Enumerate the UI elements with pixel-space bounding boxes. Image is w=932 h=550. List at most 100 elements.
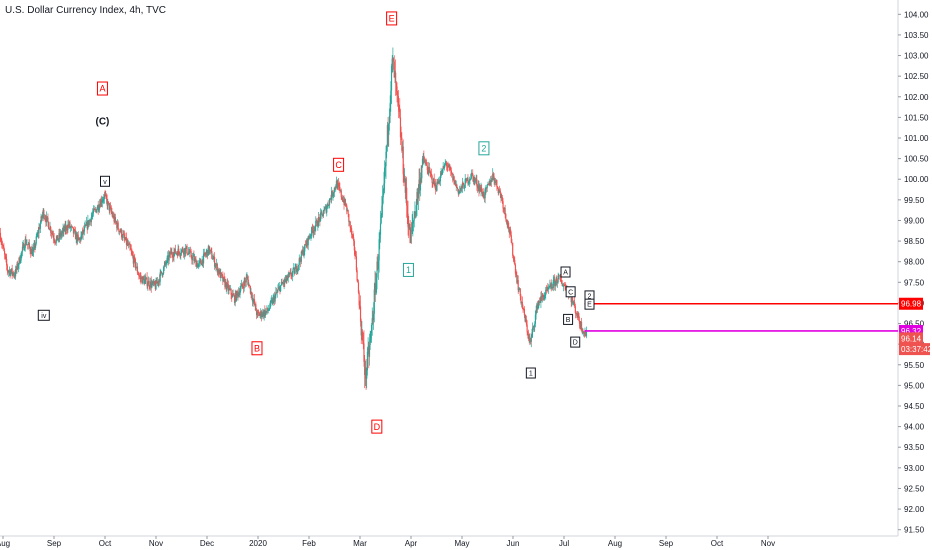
candle-body: [75, 234, 77, 240]
candle-body: [466, 177, 468, 181]
candle-body: [163, 265, 165, 268]
candle-body: [377, 260, 380, 270]
candle-body: [126, 242, 128, 245]
candle-body: [258, 313, 260, 316]
candle-body: [558, 275, 560, 277]
candle-body: [340, 190, 342, 198]
candle-body: [172, 257, 174, 258]
candle-body: [353, 240, 355, 251]
candle-body: [154, 281, 156, 285]
candle-body: [70, 227, 72, 228]
candle-body: [552, 287, 554, 289]
candle-body: [448, 164, 450, 167]
candle-body: [553, 279, 555, 281]
price-tick-label: 94.50: [904, 402, 925, 411]
candle-body: [300, 260, 302, 262]
candle-body: [464, 179, 466, 188]
candle-body: [487, 184, 490, 186]
candle-body: [541, 296, 543, 298]
candle-body: [176, 252, 178, 254]
candle-body: [554, 280, 556, 287]
candle-body: [497, 188, 499, 194]
candle-body: [40, 216, 42, 224]
candle-body: [560, 279, 562, 281]
candle-body: [32, 251, 34, 256]
candle-body: [470, 172, 472, 179]
candle-body: [326, 203, 329, 208]
candle-body: [2, 245, 4, 247]
candle-body: [308, 237, 311, 239]
candle-body: [359, 305, 361, 307]
candle-body: [400, 137, 402, 138]
candle-body: [236, 291, 238, 293]
candle-body: [372, 318, 374, 321]
candle-body: [312, 229, 314, 234]
candle-body: [301, 251, 303, 254]
candle-body: [375, 277, 377, 293]
candle-body: [519, 288, 521, 297]
candle-body: [342, 198, 344, 202]
candle-body: [385, 151, 387, 167]
price-tick-label: 98.00: [904, 258, 925, 267]
candle-body: [26, 244, 28, 246]
candle-body: [328, 199, 331, 206]
candle-body: [214, 266, 216, 267]
candle-body: [495, 179, 497, 182]
candle-body: [277, 289, 279, 292]
candle-body: [205, 252, 207, 255]
candle-body: [161, 273, 163, 276]
candle-body: [16, 263, 18, 270]
candle-body: [215, 265, 217, 267]
candle-body: [200, 260, 202, 264]
candle-body: [399, 117, 402, 138]
candle-body: [118, 228, 120, 232]
candle-body: [437, 181, 439, 184]
candle-body: [403, 178, 406, 182]
candle-body: [246, 276, 248, 278]
candle-body: [249, 286, 251, 294]
candle-body: [480, 187, 482, 192]
candle-body: [85, 222, 88, 226]
candle-body: [8, 271, 10, 273]
candle-body: [445, 162, 448, 166]
candle-body: [278, 286, 280, 288]
candle-body: [458, 191, 460, 194]
candle-body: [112, 213, 114, 218]
candle-body: [45, 216, 48, 223]
candle-body: [78, 237, 80, 240]
candle-body: [570, 295, 572, 303]
candle-body: [364, 367, 366, 376]
candle-body: [125, 237, 127, 240]
candle-body: [503, 208, 505, 210]
wave-label: 2: [588, 293, 592, 300]
candle-body: [229, 288, 232, 290]
candle-body: [181, 248, 183, 250]
candle-body: [509, 229, 511, 233]
candle-body: [462, 182, 464, 185]
candle-body: [352, 235, 354, 238]
candle-body: [342, 200, 344, 202]
candle-body: [255, 304, 257, 311]
price-badge-label: 96.14: [901, 334, 922, 343]
candle-body: [547, 287, 550, 290]
candle-body: [248, 284, 250, 286]
candle-body: [524, 315, 526, 322]
candle-body: [281, 281, 283, 284]
candle-body: [287, 274, 289, 279]
candle-body: [499, 190, 501, 194]
candle-body: [41, 216, 43, 219]
candle-body: [370, 332, 372, 340]
candle-body: [196, 263, 198, 268]
candle-body: [68, 224, 70, 226]
candle-body: [219, 270, 221, 278]
candle-body: [356, 270, 358, 281]
candle-body: [179, 254, 181, 256]
candle-body: [521, 301, 523, 304]
candle-body: [403, 174, 405, 182]
candle-body: [405, 187, 407, 193]
candle-body: [155, 280, 157, 290]
candle-body: [262, 311, 264, 316]
wave-label-box: [563, 313, 574, 325]
